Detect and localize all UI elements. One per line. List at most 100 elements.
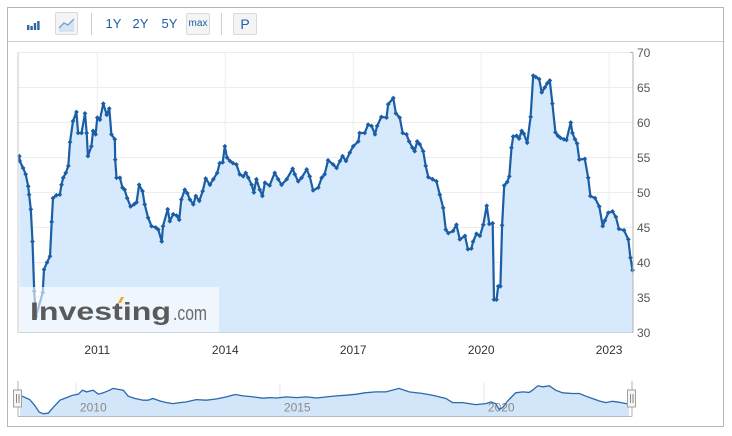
data-point-marker[interactable]	[454, 222, 459, 228]
data-point-marker[interactable]	[397, 115, 403, 120]
data-point-marker[interactable]	[524, 140, 530, 146]
data-point-marker[interactable]	[203, 176, 209, 181]
data-point-marker[interactable]	[510, 134, 516, 139]
data-point-marker[interactable]	[440, 205, 446, 211]
data-point-marker[interactable]	[322, 171, 328, 177]
data-point-marker[interactable]	[149, 223, 154, 229]
data-point-marker[interactable]	[430, 176, 435, 182]
range-1y-button[interactable]: 1Y	[105, 16, 122, 31]
data-point-marker[interactable]	[570, 130, 575, 136]
data-point-marker[interactable]	[290, 166, 296, 172]
data-point-marker[interactable]	[142, 202, 148, 207]
data-point-marker[interactable]	[20, 165, 26, 171]
data-point-marker[interactable]	[90, 128, 96, 134]
data-point-marker[interactable]	[536, 76, 542, 82]
data-point-marker[interactable]	[224, 155, 230, 160]
data-point-marker[interactable]	[47, 253, 53, 259]
data-point-marker[interactable]	[109, 132, 114, 137]
data-point-marker[interactable]	[84, 130, 90, 136]
data-point-marker[interactable]	[170, 211, 176, 217]
data-point-marker[interactable]	[136, 182, 142, 188]
data-point-marker[interactable]	[257, 187, 263, 193]
data-point-marker[interactable]	[17, 158, 23, 164]
data-point-marker[interactable]	[613, 214, 619, 220]
data-point-marker[interactable]	[82, 111, 88, 116]
data-point-marker[interactable]	[501, 183, 507, 188]
data-point-marker[interactable]	[159, 239, 165, 244]
data-point-marker[interactable]	[347, 150, 353, 155]
data-point-marker[interactable]	[384, 115, 389, 120]
data-point-marker[interactable]	[506, 174, 512, 179]
data-point-marker[interactable]	[450, 228, 456, 234]
data-point-marker[interactable]	[417, 141, 423, 147]
data-point-marker[interactable]	[53, 192, 59, 198]
data-point-marker[interactable]	[340, 153, 345, 159]
data-point-marker[interactable]	[596, 204, 602, 209]
data-point-marker[interactable]	[410, 145, 415, 151]
data-point-marker[interactable]	[470, 239, 476, 244]
data-point-marker[interactable]	[365, 122, 371, 127]
data-point-marker[interactable]	[480, 222, 486, 228]
data-point-marker[interactable]	[200, 188, 206, 194]
data-point-marker[interactable]	[445, 230, 451, 236]
data-point-marker[interactable]	[259, 193, 265, 199]
data-point-marker[interactable]	[457, 237, 463, 242]
data-point-marker[interactable]	[67, 139, 73, 145]
data-point-marker[interactable]	[310, 188, 316, 193]
data-point-marker[interactable]	[28, 206, 34, 212]
data-point-marker[interactable]	[70, 118, 76, 124]
data-point-marker[interactable]	[616, 226, 622, 232]
data-point-marker[interactable]	[602, 218, 608, 223]
data-point-marker[interactable]	[414, 139, 420, 144]
data-point-marker[interactable]	[267, 183, 273, 188]
data-point-marker[interactable]	[272, 170, 278, 176]
data-point-marker[interactable]	[106, 106, 112, 111]
data-point-marker[interactable]	[504, 179, 510, 185]
data-point-marker[interactable]	[59, 182, 64, 188]
data-point-marker[interactable]	[50, 195, 56, 201]
data-point-marker[interactable]	[437, 192, 443, 197]
data-point-marker[interactable]	[112, 157, 118, 162]
data-point-marker[interactable]	[491, 297, 497, 302]
data-point-marker[interactable]	[509, 145, 514, 151]
data-point-marker[interactable]	[404, 132, 409, 137]
data-point-marker[interactable]	[117, 175, 123, 181]
data-point-marker[interactable]	[243, 170, 249, 176]
data-point-marker[interactable]	[587, 193, 593, 199]
handle-grip[interactable]	[13, 389, 22, 408]
navigator-handle-left[interactable]	[13, 389, 22, 408]
data-point-marker[interactable]	[88, 143, 94, 149]
data-point-marker[interactable]	[230, 160, 236, 166]
data-point-marker[interactable]	[122, 187, 128, 193]
data-point-marker[interactable]	[558, 135, 563, 141]
data-point-marker[interactable]	[474, 231, 479, 237]
data-point-marker[interactable]	[369, 123, 374, 129]
data-point-marker[interactable]	[539, 90, 545, 95]
data-point-marker[interactable]	[23, 171, 29, 177]
data-point-marker[interactable]	[372, 132, 378, 137]
data-point-marker[interactable]	[233, 162, 239, 167]
data-point-marker[interactable]	[572, 136, 578, 142]
data-point-marker[interactable]	[214, 170, 220, 176]
data-point-marker[interactable]	[251, 190, 257, 195]
range-2y-button[interactable]: 2Y	[132, 16, 149, 31]
data-point-marker[interactable]	[400, 130, 406, 136]
data-point-marker[interactable]	[390, 95, 396, 101]
data-point-marker[interactable]	[621, 227, 627, 233]
data-point-marker[interactable]	[568, 120, 574, 125]
data-point-marker[interactable]	[165, 206, 171, 212]
data-point-marker[interactable]	[41, 267, 47, 272]
data-point-marker[interactable]	[420, 148, 426, 154]
data-point-marker[interactable]	[155, 227, 161, 232]
data-point-marker[interactable]	[582, 156, 588, 162]
data-point-marker[interactable]	[295, 178, 301, 184]
data-point-marker[interactable]	[65, 163, 71, 169]
data-point-marker[interactable]	[93, 132, 99, 137]
data-point-marker[interactable]	[393, 111, 399, 116]
data-point-marker[interactable]	[319, 175, 325, 181]
data-point-marker[interactable]	[325, 157, 331, 163]
data-point-marker[interactable]	[74, 109, 79, 115]
data-point-marker[interactable]	[210, 176, 216, 182]
p-button[interactable]: P	[233, 13, 257, 35]
data-point-marker[interactable]	[350, 143, 356, 149]
